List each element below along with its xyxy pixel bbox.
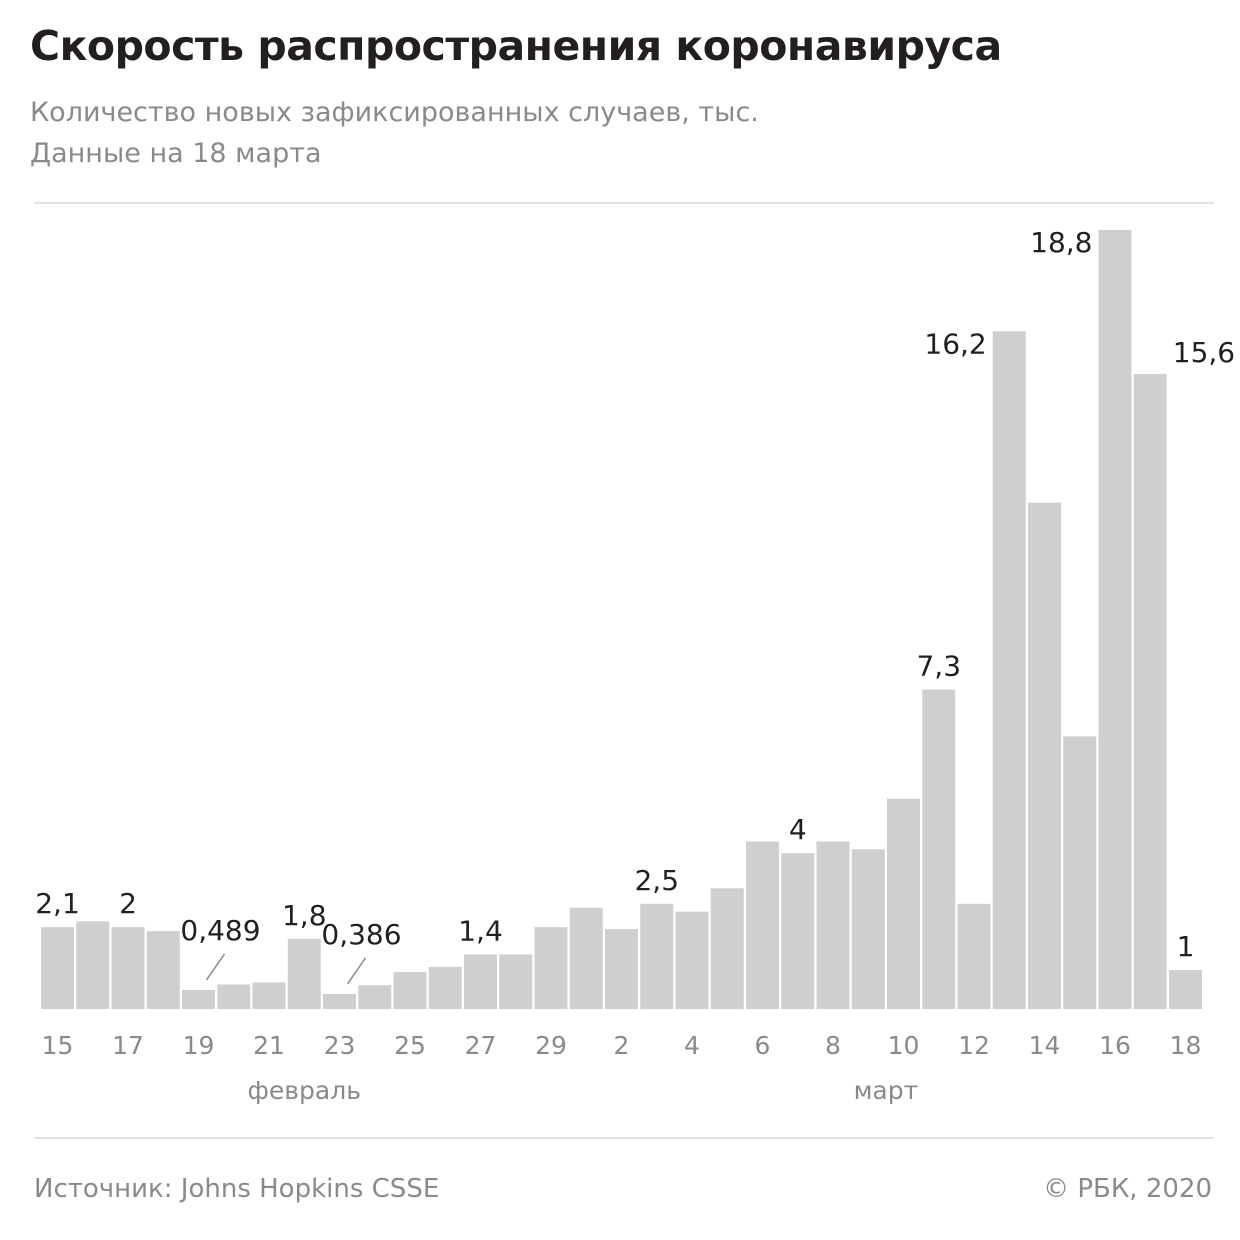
value-label: 0,386 <box>321 918 401 951</box>
bar-31 <box>1133 374 1167 1009</box>
value-label: 2 <box>119 887 137 920</box>
bar-7 <box>287 938 321 1009</box>
x-tick-label: 16 <box>1099 1031 1131 1060</box>
value-label: 1 <box>1177 930 1195 963</box>
bar-20 <box>746 841 779 1009</box>
value-label: 1,8 <box>282 899 327 932</box>
bar-9 <box>358 985 392 1009</box>
top-divider <box>34 202 1214 204</box>
bar-30 <box>1098 230 1132 1009</box>
x-tick-label: 4 <box>684 1031 700 1060</box>
chart-title: Скорость распространения коронавируса <box>30 22 1002 70</box>
data-date-note: Данные на 18 марта <box>30 138 322 169</box>
bar-4 <box>182 989 215 1009</box>
bar-16 <box>605 929 638 1009</box>
bar-0 <box>41 927 74 1009</box>
bottom-divider <box>34 1137 1214 1139</box>
value-label: 1,4 <box>458 914 503 947</box>
x-tick-label: 23 <box>324 1031 356 1060</box>
bar-11 <box>428 966 462 1009</box>
bar-chart: 15 17 19 21 23 25 27 29 2 4 6 8 10 12 14 16 18 февраль ма… <box>35 226 1235 1105</box>
x-tick-label: 10 <box>888 1031 920 1060</box>
bar-32 <box>1169 970 1202 1009</box>
chart-subtitle: Количество новых зафиксированных случаев… <box>30 97 759 128</box>
source-note: Источник: Johns Hopkins CSSE <box>34 1174 440 1204</box>
bar-17 <box>640 903 674 1010</box>
x-tick-label: 6 <box>755 1031 771 1060</box>
x-tick-label: 12 <box>958 1031 990 1060</box>
bar-27 <box>992 331 1026 1009</box>
bar-28 <box>1028 502 1061 1009</box>
x-tick-label: 15 <box>42 1031 74 1060</box>
leader-line <box>346 957 367 985</box>
bar-18 <box>675 911 709 1010</box>
x-tick-label: 17 <box>112 1031 144 1060</box>
bar-26 <box>957 903 991 1010</box>
bar-15 <box>569 907 603 1009</box>
value-label: 18,8 <box>1030 226 1092 259</box>
value-label: 2,1 <box>35 887 80 920</box>
value-label: 16,2 <box>924 327 986 360</box>
bar-21 <box>781 853 815 1009</box>
x-tick-label: 2 <box>614 1031 630 1060</box>
bar-24 <box>887 798 920 1009</box>
bar-3 <box>146 931 180 1009</box>
bar-6 <box>252 982 286 1009</box>
x-tick-label: 27 <box>465 1031 497 1060</box>
x-tick-label: 18 <box>1170 1031 1202 1060</box>
bar-19 <box>710 888 744 1009</box>
bar-1 <box>76 921 110 1009</box>
value-label: 2,5 <box>634 864 679 897</box>
month-label: февраль <box>248 1076 361 1105</box>
month-labels: февраль март <box>248 1076 919 1105</box>
bar-14 <box>534 927 568 1009</box>
value-label: 7,3 <box>916 650 961 683</box>
copyright-note: © РБК, 2020 <box>1043 1174 1212 1204</box>
month-label: март <box>854 1076 919 1105</box>
bar-23 <box>851 849 885 1009</box>
x-tick-label: 25 <box>394 1031 426 1060</box>
bar-2 <box>111 927 145 1009</box>
bars-group <box>41 230 1202 1010</box>
value-labels: 2,1 2 0,489 1,80,386 1,4 2,5 4 7,3 16,2 18,8 15,6 1 <box>35 226 1235 985</box>
value-label: 4 <box>789 813 807 846</box>
bar-8 <box>323 993 356 1009</box>
bar-29 <box>1063 736 1097 1009</box>
bar-5 <box>217 984 251 1009</box>
bar-22 <box>816 841 850 1009</box>
bar-25 <box>922 689 956 1009</box>
bar-12 <box>464 954 497 1009</box>
bar-13 <box>499 954 533 1009</box>
x-tick-label: 8 <box>825 1031 841 1060</box>
x-tick-label: 29 <box>535 1031 567 1060</box>
value-label: 15,6 <box>1173 336 1235 369</box>
x-tick-label: 19 <box>183 1031 215 1060</box>
x-tick-label: 21 <box>253 1031 285 1060</box>
bar-10 <box>393 972 427 1009</box>
leader-line <box>205 953 226 981</box>
value-label: 0,489 <box>180 914 260 947</box>
x-axis-ticks: 15 17 19 21 23 25 27 29 2 4 6 8 10 12 14 16 18 <box>42 1031 1202 1060</box>
x-tick-label: 14 <box>1029 1031 1061 1060</box>
